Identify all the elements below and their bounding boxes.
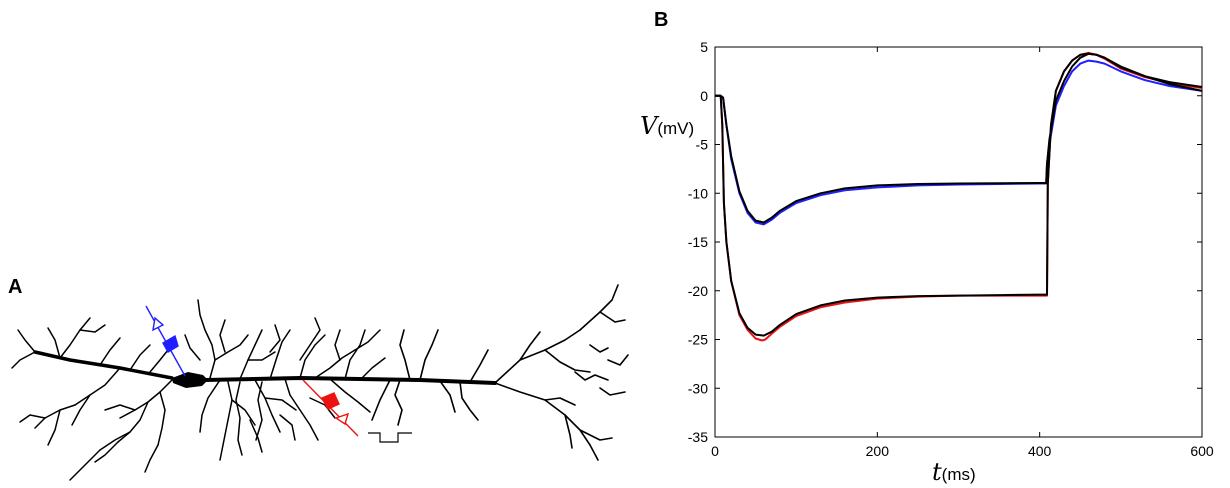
xtick-label: 200 bbox=[866, 443, 890, 459]
xtick-labels: 0 200 400 600 bbox=[711, 443, 1214, 459]
ytick-label: -35 bbox=[688, 429, 708, 445]
ytick-labels: 5 0 -5 -10 -15 -20 -25 -30 -35 bbox=[688, 39, 708, 445]
pyramidal-neuron-morphology bbox=[11, 284, 629, 481]
xtick-label: 400 bbox=[1028, 443, 1052, 459]
panel-a-label: A bbox=[8, 276, 22, 298]
ytick-label: -20 bbox=[688, 283, 708, 299]
series-line-3 bbox=[715, 52, 1203, 224]
series-line-2 bbox=[715, 51, 1203, 342]
stimulating-electrode-icon bbox=[302, 379, 359, 437]
voltage-trace-chart: 50-5-10-15-20-25-30-35 0 200 400 600 V(mV) … bbox=[640, 39, 1214, 486]
y-axis-unit: (mV) bbox=[657, 119, 694, 138]
series-line-1 bbox=[715, 59, 1203, 226]
x-axis-unit: (ms) bbox=[942, 465, 976, 484]
ytick-label: -5 bbox=[696, 137, 709, 153]
series-layer bbox=[715, 51, 1203, 342]
y-axis-var: V bbox=[640, 112, 660, 140]
soma bbox=[172, 372, 208, 388]
series-line-4 bbox=[715, 52, 1203, 337]
xtick-label: 0 bbox=[711, 443, 719, 459]
ytick-label: -25 bbox=[688, 332, 708, 348]
x-axis-var: t bbox=[932, 458, 942, 486]
x-axis-label: t(ms) bbox=[932, 458, 976, 486]
ytick-label: -15 bbox=[688, 234, 708, 250]
ytick-label: 5 bbox=[700, 39, 708, 55]
ytick-label: -10 bbox=[688, 185, 708, 201]
apical-trunk bbox=[203, 376, 497, 385]
ytick-label: -30 bbox=[688, 380, 708, 396]
tick-layer bbox=[714, 46, 1203, 438]
xtick-label: 600 bbox=[1190, 443, 1214, 459]
recording-electrode-icon bbox=[145, 305, 186, 377]
plot-frame bbox=[714, 46, 1203, 438]
ytick-label: 0 bbox=[700, 88, 708, 104]
current-step-icon bbox=[368, 432, 412, 443]
basal-trunk bbox=[33, 350, 174, 380]
panel-b-label: B bbox=[654, 9, 668, 31]
y-axis-label: V(mV) bbox=[640, 112, 694, 140]
